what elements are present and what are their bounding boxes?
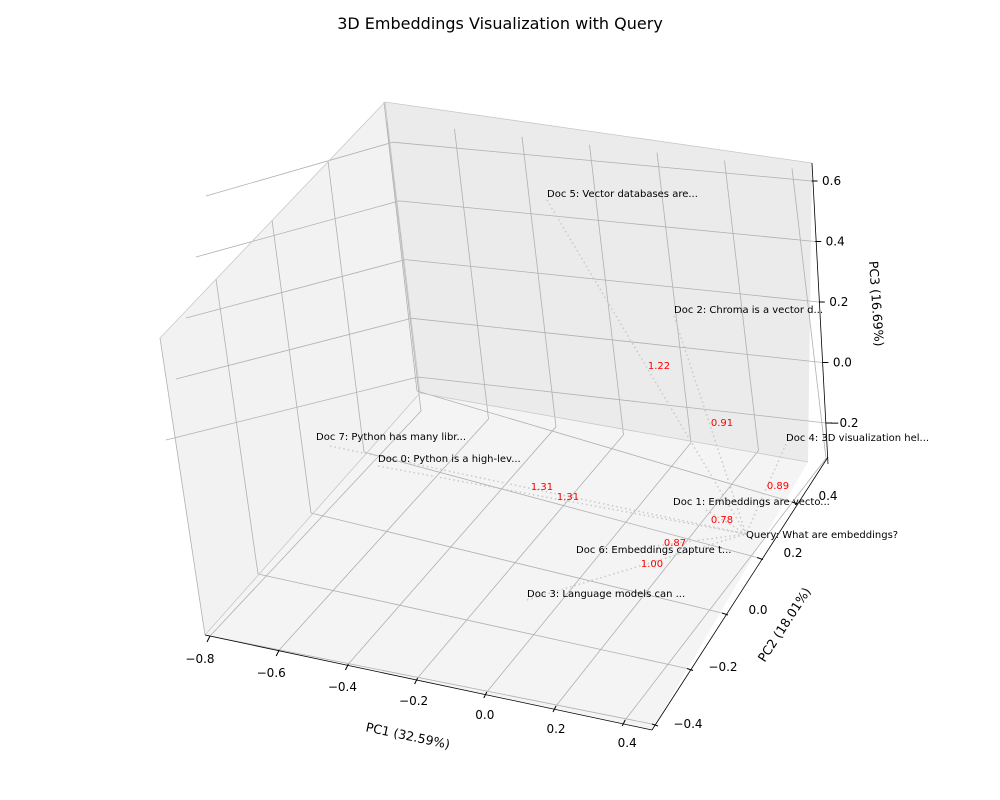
x-tick-label: 0.0 — [475, 708, 494, 722]
left-pane — [160, 102, 420, 635]
z-tick-label: 0.2 — [829, 295, 848, 309]
chart-title: 3D Embeddings Visualization with Query — [337, 14, 663, 33]
z-tick-label: 0.6 — [822, 174, 841, 188]
y-tick-label: 0.4 — [818, 489, 837, 503]
distance-line — [329, 445, 747, 535]
x-tick-mark — [344, 663, 349, 671]
x-tick-mark — [552, 705, 557, 713]
grid-lines — [159, 101, 827, 725]
doc-label: Doc 3: Language models can ... — [527, 589, 685, 600]
x-tick-label: −0.6 — [257, 666, 286, 680]
doc-label: Doc 2: Chroma is a vector d... — [674, 305, 823, 316]
x-tick-label: 0.4 — [618, 736, 637, 750]
distance-line — [546, 199, 747, 535]
distance-label: 1.00 — [641, 559, 663, 570]
y-tick-mark — [721, 612, 729, 616]
pane-edges — [159, 101, 813, 636]
distance-label: 0.89 — [767, 481, 789, 492]
distance-label: 0.91 — [711, 418, 733, 429]
doc-label: Doc 6: Embeddings capture t... — [576, 545, 731, 556]
y-tick-mark — [651, 723, 659, 727]
z-tick-label: 0.0 — [833, 356, 852, 370]
x-tick-mark — [483, 691, 488, 699]
z-axis-line — [811, 162, 829, 465]
distance-label: 1.31 — [531, 482, 553, 493]
doc-label: Doc 7: Python has many libr... — [316, 432, 466, 443]
back-pane — [385, 102, 812, 462]
distance-line — [745, 443, 787, 535]
y-tick-mark — [791, 501, 799, 505]
y-axis-line — [651, 456, 829, 731]
distance-label: 1.31 — [557, 492, 579, 503]
doc-label: Doc 0: Python is a high-lev... — [378, 454, 521, 465]
distance-lines — [329, 199, 787, 601]
y-tick-label: 0.2 — [783, 546, 802, 560]
distance-line — [377, 465, 747, 535]
y-tick-label: −0.2 — [708, 660, 737, 674]
distance-label: 0.78 — [711, 515, 733, 526]
x-tick-mark — [275, 649, 280, 657]
doc-label: Doc 1: Embeddings are vecto... — [673, 497, 830, 508]
y-tick-mark — [686, 668, 694, 671]
doc-label: Doc 5: Vector databases are... — [547, 189, 698, 200]
y-axis-label: PC2 (18.01%) — [755, 585, 814, 665]
x-axis-label: PC1 (32.59%) — [365, 719, 452, 751]
z-tick-label: 0.4 — [826, 235, 845, 249]
x-tick-mark — [621, 719, 626, 727]
point-labels: Doc 0: Python is a high-lev... 1.31 Doc 1:… — [316, 189, 929, 600]
query-label: Query: What are embeddings? — [746, 530, 898, 541]
x-axis-line — [204, 634, 653, 731]
z-tick-label: −0.2 — [829, 416, 858, 430]
distance-label: 0.87 — [664, 538, 686, 549]
x-tick-mark — [414, 677, 419, 685]
z-axis-label: PC3 (16.69%) — [866, 260, 887, 346]
x-tick-mark — [206, 635, 211, 643]
distance-label: 1.22 — [648, 361, 670, 372]
x-tick-label: −0.2 — [399, 694, 428, 708]
floor-pane — [205, 393, 808, 730]
axis-ticks: −0.8 −0.6 −0.4 −0.2 0.0 0.2 0.4 −0.4 −0.2 0.0 0.2 0… — [185, 174, 858, 750]
x-tick-label: −0.4 — [328, 680, 357, 694]
x-tick-label: −0.8 — [185, 652, 214, 666]
x-tick-label: 0.2 — [546, 722, 565, 736]
distance-line — [705, 509, 747, 535]
doc-label: Doc 4: 3D visualization hel... — [786, 433, 929, 444]
y-tick-label: 0.0 — [748, 603, 767, 617]
y-tick-mark — [756, 557, 764, 560]
y-tick-label: −0.4 — [673, 717, 702, 731]
